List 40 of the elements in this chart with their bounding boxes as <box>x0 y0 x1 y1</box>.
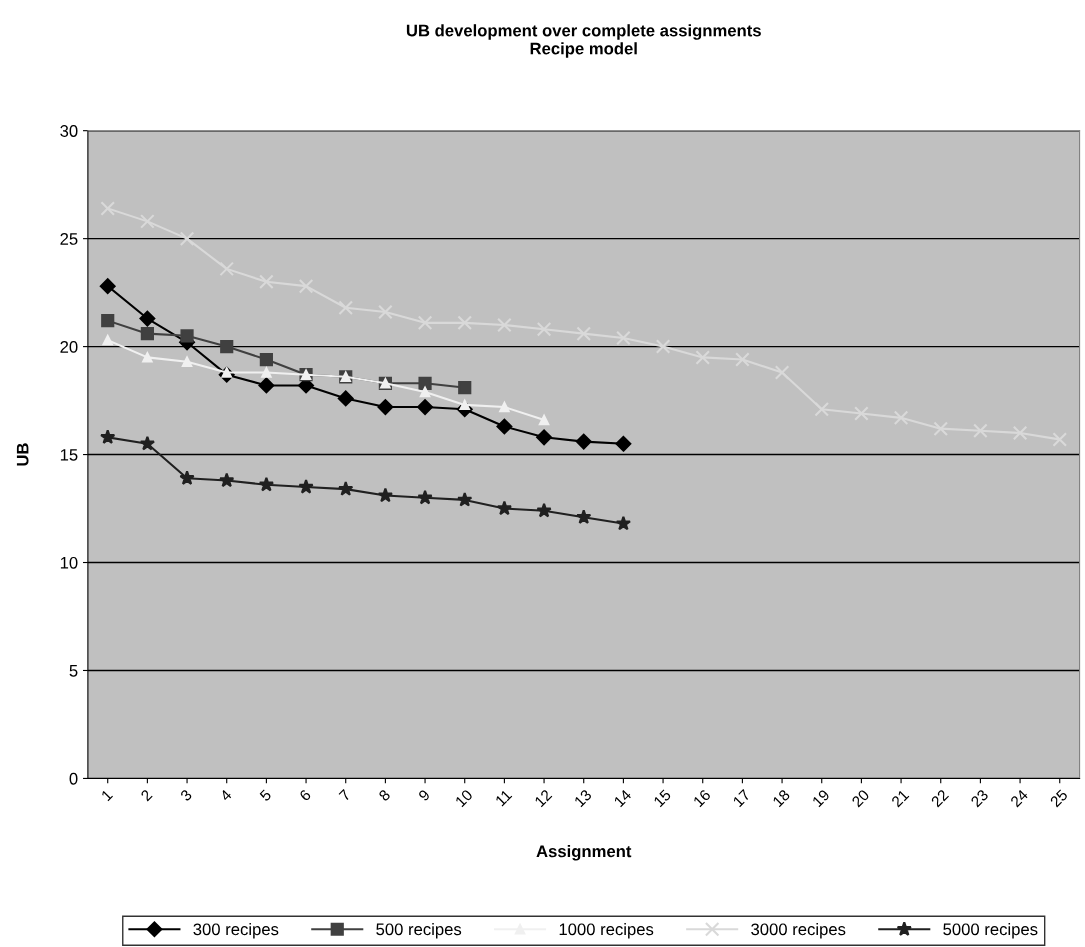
y-tick-label: 0 <box>69 772 78 785</box>
x-tick-label: 9 <box>417 788 431 802</box>
y-tick-label: 5 <box>69 665 78 677</box>
x-tick-label: 21 <box>890 788 910 808</box>
x-tick-label: 8 <box>378 788 391 802</box>
x-tick-label: 3 <box>179 788 193 802</box>
legend-label: 3000 recipes <box>751 922 846 939</box>
x-tick-label: 15 <box>653 789 672 808</box>
x-tick-label: 13 <box>573 788 593 808</box>
legend-label: 5000 recipes <box>943 922 1038 939</box>
x-tick-label: 1 <box>100 789 113 802</box>
legend-label: 500 recipes <box>376 922 462 939</box>
y-tick-label: 25 <box>60 233 78 245</box>
legend-label: 300 recipes <box>193 922 279 939</box>
x-tick-label: 25 <box>1049 788 1069 808</box>
x-tick-label: 18 <box>772 788 791 808</box>
y-tick-label: 30 <box>60 125 78 137</box>
x-tick-label: 22 <box>930 788 949 808</box>
x-tick-label: 12 <box>534 788 553 808</box>
x-tick-label: 23 <box>970 788 989 808</box>
x-tick-label: 14 <box>613 788 632 808</box>
x-tick-label: 6 <box>298 788 312 802</box>
x-tick-label: 17 <box>732 789 751 808</box>
x-tick-label: 2 <box>140 788 153 802</box>
x-tick-label: 5 <box>259 789 272 802</box>
x-tick-label: 20 <box>851 788 870 808</box>
x-axis-title: Assignment <box>536 844 632 861</box>
x-tick-label: 24 <box>1009 788 1029 808</box>
legend-label: 1000 recipes <box>559 922 654 939</box>
y-tick-label: 10 <box>60 556 78 569</box>
x-tick-label: 16 <box>692 788 712 808</box>
chart-title: UB development over complete assignments Recipe model <box>406 24 761 58</box>
x-tick-label: 4 <box>219 788 233 802</box>
y-tick-label: 20 <box>60 341 78 353</box>
x-tick-label: 10 <box>454 788 474 808</box>
y-tick-label: 15 <box>60 449 78 461</box>
y-axis-title: UB <box>16 443 29 466</box>
x-tick-label: 7 <box>338 789 351 802</box>
x-tick-label: 19 <box>811 788 831 808</box>
x-tick-label: 11 <box>494 789 513 807</box>
